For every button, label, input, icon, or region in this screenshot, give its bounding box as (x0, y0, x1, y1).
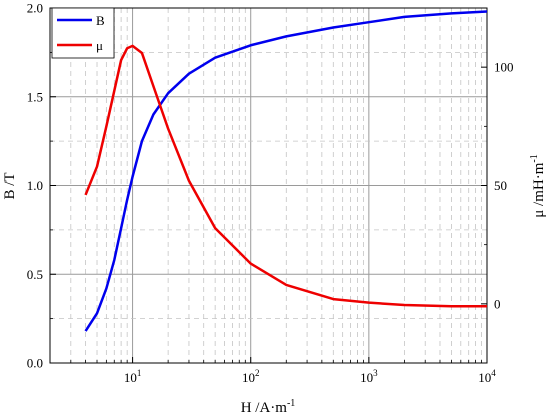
y-left-tick-label: 1.0 (27, 178, 43, 193)
data-point-mu (188, 180, 190, 182)
data-point-b (120, 227, 122, 229)
data-point-mu (84, 194, 86, 196)
y-axis-label-right: μ /mH·m-1 (529, 154, 547, 217)
legend-box (51, 7, 115, 59)
data-point-mu (403, 304, 405, 306)
data-point-b (152, 113, 154, 115)
data-point-b (368, 21, 370, 23)
data-point-mu (131, 45, 133, 47)
data-point-b (167, 92, 169, 94)
data-point-b (131, 175, 133, 177)
x-tick-label: 103 (360, 368, 378, 385)
data-point-mu (332, 298, 334, 300)
data-point-b (141, 140, 143, 142)
data-point-mu (250, 262, 252, 264)
data-point-b (188, 72, 190, 74)
data-point-b (450, 12, 452, 14)
series-line-mu (84, 44, 487, 308)
data-point-b (84, 330, 86, 332)
data-point-b (105, 287, 107, 289)
data-point-b (486, 10, 488, 12)
data-point-mu (96, 165, 98, 167)
data-point-mu (167, 128, 169, 130)
data-point-mu (486, 305, 488, 307)
grid (49, 8, 488, 363)
y-left-tick-label: 2.0 (27, 1, 43, 16)
data-point-mu (450, 305, 452, 307)
y-left-tick-label: 0.0 (27, 356, 43, 371)
data-point-mu (126, 47, 128, 49)
series-line-b (84, 10, 488, 332)
data-point-b (214, 57, 216, 59)
data-point-b (332, 26, 334, 28)
y-right-tick-label: 50 (494, 178, 507, 193)
data-point-b (96, 312, 98, 314)
y-right-tick-label: 100 (494, 60, 514, 75)
data-point-mu (285, 284, 287, 286)
data-point-mu (113, 90, 115, 92)
axis-ticks: 0.0 0.5 1.0 1.5 2.0 0 50 100 101 102 103 104 (27, 1, 514, 386)
data-point-b (126, 199, 128, 201)
y-right-tick-label: 0 (494, 296, 501, 311)
data-point-mu (105, 125, 107, 127)
legend-label-b: B (96, 13, 105, 28)
data-point-mu (368, 301, 370, 303)
data-point-mu (152, 85, 154, 87)
data-point-b (250, 44, 252, 46)
legend-label-mu: μ (96, 38, 103, 53)
x-tick-label: 102 (242, 368, 260, 385)
data-point-b (285, 35, 287, 37)
data-point-mu (120, 59, 122, 61)
y-axis-label-left: B /T (2, 172, 18, 199)
data-point-mu (214, 227, 216, 229)
x-axis-label: H /A·m-1 (241, 398, 296, 416)
data-point-b (403, 16, 405, 18)
x-tick-label: 101 (124, 368, 142, 385)
y-left-tick-label: 0.5 (27, 267, 43, 282)
series-lines (84, 10, 488, 332)
legend: B μ (51, 7, 115, 59)
y-left-tick-label: 1.5 (27, 89, 43, 104)
data-point-b (113, 259, 115, 261)
x-tick-label: 104 (478, 368, 496, 385)
data-point-mu (141, 52, 143, 54)
